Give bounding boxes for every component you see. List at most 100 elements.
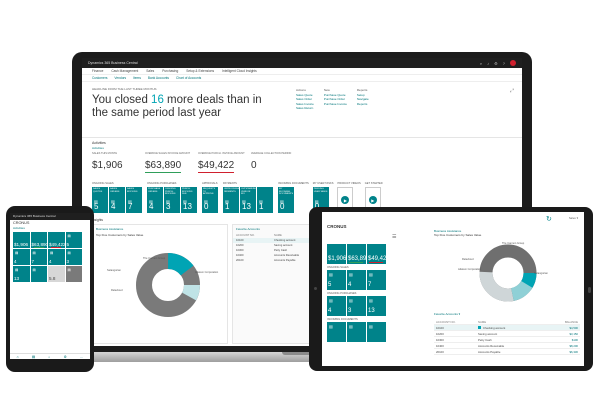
cue-tile[interactable]: ▤ 4 (327, 296, 346, 316)
nav-menu-item[interactable]: Sales (146, 69, 155, 73)
nav-menu-item[interactable]: Cash Management (111, 69, 139, 73)
action-link[interactable]: Sales Order (296, 97, 313, 102)
cue-tile[interactable]: ▤ 7 (30, 249, 47, 265)
table-row[interactable]: 10100 Checking account $4,500 (434, 325, 580, 331)
cue-tile[interactable]: ▤ (30, 266, 47, 282)
action-link[interactable]: Purchase Invoice (323, 101, 347, 106)
document-icon[interactable]: ▤ (31, 354, 36, 359)
panel-title[interactable]: Favorite Accounts ▾ (434, 312, 461, 316)
cue-tile[interactable]: ▤ 4 (13, 249, 30, 265)
cue-tile[interactable]: ▤ 1 (257, 187, 273, 213)
account-balance[interactable]: $3,150 (569, 331, 578, 336)
avatar[interactable] (510, 60, 516, 66)
activities-subtitle[interactable]: Activities (92, 146, 104, 150)
cue-tile[interactable]: ▤ 5 (65, 232, 82, 248)
action-link[interactable]: Sales Quote (296, 93, 313, 97)
cue-tile[interactable]: ▤ (347, 322, 366, 342)
action-link[interactable]: Bank Accounts (147, 76, 170, 80)
table-row[interactable]: 10200 Saving account $3,150 (434, 331, 580, 337)
donut-slice[interactable] (479, 244, 537, 302)
action-link[interactable]: Navigate (356, 97, 369, 102)
action-link[interactable]: Sales Return (296, 105, 314, 110)
cue-tile[interactable]: SALES ORDERS ▤ 4 (109, 187, 125, 213)
kpi-collection-period[interactable]: AVERAGE COLLECTION PERIOD 0 (251, 152, 301, 178)
cue-tile[interactable]: ▤ 4 (347, 270, 366, 290)
bell-icon[interactable]: ♪ (487, 60, 490, 66)
action-link[interactable]: Setup (356, 93, 365, 97)
table-row[interactable]: 10100 Checking account (233, 238, 349, 243)
search-icon[interactable]: ⌕ (479, 60, 483, 66)
gear-icon[interactable]: ⚙ (494, 60, 498, 66)
table-row[interactable]: 10400 Accounts Receivable $8,200 (434, 343, 580, 349)
kpi-overdue-purchases[interactable]: OVERDUE PURCH. INVOICE AMOUNT $49,422 (198, 152, 248, 178)
nav-menu-item[interactable]: Finance (92, 69, 104, 73)
more-icon[interactable]: … (79, 354, 84, 359)
kpi-tile[interactable]: $63,890 (347, 244, 370, 264)
cue-tile[interactable]: ONGOING PURCH. INVOICES ▤ 3 (164, 187, 180, 213)
cue-tile[interactable]: ▤ 3 (347, 296, 366, 316)
cue-tile[interactable]: OUTSTANDING VENDOR INV. ▤ 13 (240, 187, 256, 213)
cue-tile[interactable]: SALES QUOTES ▤ 5 (92, 187, 108, 213)
role-selector[interactable]: Sales ▾ (568, 216, 578, 220)
action-link[interactable]: Chart of Accounts (176, 76, 202, 80)
panel-title[interactable]: Business Assistance (96, 227, 124, 231)
cue-tile[interactable]: ▤ 3 (65, 249, 82, 265)
search-icon[interactable]: ⌕ (48, 354, 51, 359)
kpi-tile[interactable]: $1,906 (327, 244, 346, 264)
donut-slice[interactable] (136, 253, 200, 317)
cue-tile[interactable]: UNPROCESSED PAYMENTS ▤1 (223, 187, 239, 213)
action-link[interactable]: Purchase Quote (323, 93, 346, 97)
table-row[interactable]: 10200 Saving account (233, 243, 349, 248)
cue-tile[interactable]: ▤ (367, 322, 386, 342)
cue-tile[interactable]: ▤ 7 (367, 270, 386, 290)
kpi-tile[interactable]: $49,422 (48, 232, 66, 248)
cue-tile[interactable]: ▤ (65, 266, 82, 282)
cue-tile[interactable]: ▤ 5 (327, 270, 346, 290)
account-balance[interactable]: $8,200 (569, 343, 578, 348)
expand-icon[interactable]: ⤢ (509, 88, 514, 94)
help-icon[interactable]: ? (502, 60, 505, 66)
cue-tile[interactable]: REQUESTS TO APPROVE ▤ 0 (202, 187, 218, 213)
tile-value: 5.8 (49, 276, 56, 281)
table-row[interactable]: 20100 Accounts Payable $6,330 (434, 349, 580, 355)
action-link[interactable]: Customers (92, 76, 108, 80)
kpi-tile[interactable]: $49,422 (367, 244, 390, 264)
kpi-sales-this-month[interactable]: SALES THIS MONTH $1,906 (92, 152, 142, 178)
home-icon[interactable]: ⌂ (16, 354, 19, 359)
table-row[interactable]: 20100 Accounts Payable (233, 258, 349, 263)
table-row[interactable]: 10300 Petty Cash (233, 248, 349, 253)
nav-menu-item[interactable]: Intelligent Cloud Insights (222, 69, 257, 73)
cue-tile[interactable]: SALES INVOICES ▤ 7 (126, 187, 142, 213)
kpi-tile[interactable]: $1,906 (13, 232, 30, 248)
cue-tile[interactable]: PURCHASE ORDERS ▤ 4 (147, 187, 163, 213)
table-row[interactable]: 10400 Accounts Receivable (233, 253, 349, 258)
cue-tile[interactable]: ▤ (327, 322, 346, 342)
account-balance[interactable]: $4,500 (569, 325, 578, 330)
panel-title[interactable]: Business Assistance (434, 229, 462, 233)
menu-icon[interactable]: ☰ (392, 234, 397, 240)
kpi-overdue-sales[interactable]: OVERDUE SALES INVOICE AMOUNT $63,890 (145, 152, 195, 178)
action-link[interactable]: Vendors (114, 76, 127, 80)
nav-menu-item[interactable]: Purchasing (162, 69, 179, 73)
cue-tile[interactable]: 5.8 (48, 266, 65, 282)
action-link[interactable]: Purchase Order (323, 97, 346, 102)
nav-menu-item[interactable]: Setup & Extensions (186, 69, 215, 73)
panel-title[interactable]: Favorite Accounts (236, 227, 260, 231)
activities-subtitle[interactable]: Activities (13, 226, 25, 230)
cue-tile[interactable]: ▤ 13 (367, 296, 386, 316)
account-balance[interactable]: $6,330 (569, 349, 578, 354)
cue-tile[interactable]: PURCH. INVOICES DUE ▤ 13 (181, 187, 197, 213)
cue-tile[interactable]: ▤ 13 (13, 266, 30, 282)
action-link[interactable]: Reports (356, 101, 368, 106)
refresh-icon[interactable]: ↻ (546, 216, 552, 223)
account-balance[interactable]: $100 (571, 337, 578, 342)
donut-slice[interactable] (479, 244, 537, 302)
cue-tile[interactable]: ▤ 4 (48, 249, 65, 265)
cue-tile[interactable]: PENDING USER TASKS ▤0 (312, 187, 329, 213)
table-row[interactable]: 10300 Petty Cash $100 (434, 337, 580, 343)
action-link[interactable]: Sales Invoice (296, 101, 314, 106)
action-link[interactable]: Items (133, 76, 141, 80)
gear-icon[interactable]: ⚙ (63, 354, 67, 359)
kpi-tile[interactable]: $63,890 (30, 232, 48, 248)
cue-tile[interactable]: MY INCOMING DOCUMENTS ▤ 0 (278, 187, 294, 213)
